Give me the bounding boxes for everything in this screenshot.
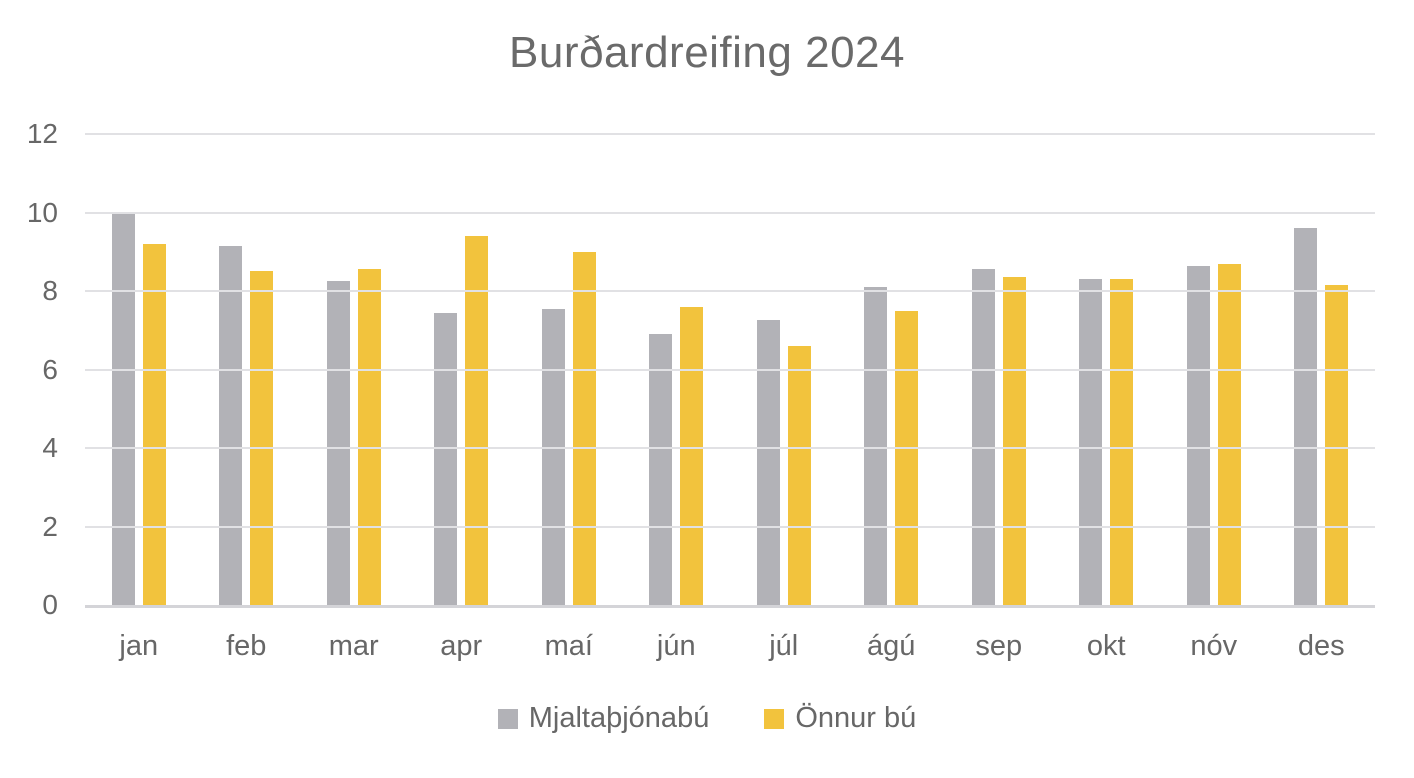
bar-maí-series0 [541, 308, 565, 605]
bar-ágú-series1 [895, 310, 919, 605]
x-tick-label-apr: apr [440, 630, 483, 662]
bar-group-okt [1053, 134, 1161, 605]
bar-jún-series0 [649, 334, 673, 605]
gridline-y2 [85, 525, 1375, 528]
bar-sep-series0 [971, 269, 995, 605]
bar-group-feb [193, 134, 301, 605]
bar-feb-series0 [219, 245, 243, 605]
y-tick-label: 4 [42, 432, 58, 463]
bar-group-mar [300, 134, 408, 605]
legend-swatch-icon [764, 708, 785, 729]
bars-row [85, 134, 1375, 608]
bar-jan-series0 [111, 212, 135, 605]
gridline-y12 [85, 133, 1375, 135]
legend-item-series0: Mjaltaþjónabú [497, 702, 710, 735]
bar-júl-series1 [787, 345, 811, 605]
y-tick-label: 6 [42, 353, 58, 385]
bar-group-des [1268, 134, 1376, 605]
gridline-y10 [85, 211, 1375, 214]
bar-júl-series0 [756, 320, 780, 605]
plot-area [85, 133, 1375, 608]
y-tick-label: 12 [26, 118, 58, 149]
bar-maí-series1 [572, 251, 596, 605]
bar-group-jún [623, 134, 731, 605]
bar-group-maí [515, 134, 623, 605]
bar-feb-series1 [250, 271, 274, 605]
x-tick-label-jan: jan [119, 630, 159, 662]
y-axis: 0 2 4 6 8 10 12 [0, 118, 58, 620]
bar-jan-series1 [142, 243, 166, 605]
bar-nóv-series0 [1186, 265, 1210, 605]
x-tick-label-sep: sep [975, 630, 1023, 662]
bar-nóv-series1 [1217, 263, 1241, 605]
x-tick-label-okt: okt [1086, 630, 1126, 662]
x-tick-label-des: des [1297, 630, 1345, 662]
x-tick-label-nóv: nóv [1190, 630, 1238, 662]
legend-label: Önnur bú [795, 702, 917, 734]
bar-group-jan [85, 134, 193, 605]
chart-title: Burðardreifing 2024 [509, 28, 905, 77]
x-tick-label-feb: feb [226, 630, 267, 662]
bar-okt-series1 [1110, 279, 1134, 605]
bar-group-apr [408, 134, 516, 605]
legend: Mjaltaþjónabú Önnur bú [0, 702, 1414, 735]
legend-label: Mjaltaþjónabú [528, 702, 710, 734]
bar-apr-series1 [465, 236, 489, 605]
bar-group-nóv [1160, 134, 1268, 605]
x-tick-label-júl: júl [769, 630, 799, 662]
x-axis: jan feb mar apr maí jún júl ágú sep okt nóv des [85, 630, 1375, 663]
y-tick-label: 10 [26, 196, 58, 228]
x-tick-label-mar: mar [328, 630, 379, 662]
bar-okt-series0 [1079, 279, 1103, 605]
bar-group-sep [945, 134, 1053, 605]
bar-sep-series1 [1002, 277, 1026, 605]
bar-jún-series1 [680, 306, 704, 605]
x-tick-label-maí: maí [544, 630, 593, 662]
bar-group-júl [730, 134, 838, 605]
x-axis-line [85, 605, 1375, 608]
gridline-y6 [85, 368, 1375, 371]
legend-swatch-icon [497, 708, 518, 729]
y-tick-label: 0 [42, 589, 58, 620]
bar-des-series0 [1294, 228, 1318, 605]
x-tick-label-jún: jún [656, 630, 696, 662]
bar-mar-series0 [326, 281, 350, 605]
y-tick-label: 2 [42, 510, 58, 542]
bar-mar-series1 [357, 269, 381, 605]
legend-item-series1: Önnur bú [764, 702, 916, 735]
gridline-y4 [85, 447, 1375, 449]
x-tick-label-ágú: ágú [867, 630, 916, 662]
gridline-y8 [85, 290, 1375, 292]
bar-des-series1 [1325, 285, 1349, 605]
bar-apr-series0 [434, 312, 458, 605]
y-tick-label: 8 [42, 275, 58, 306]
